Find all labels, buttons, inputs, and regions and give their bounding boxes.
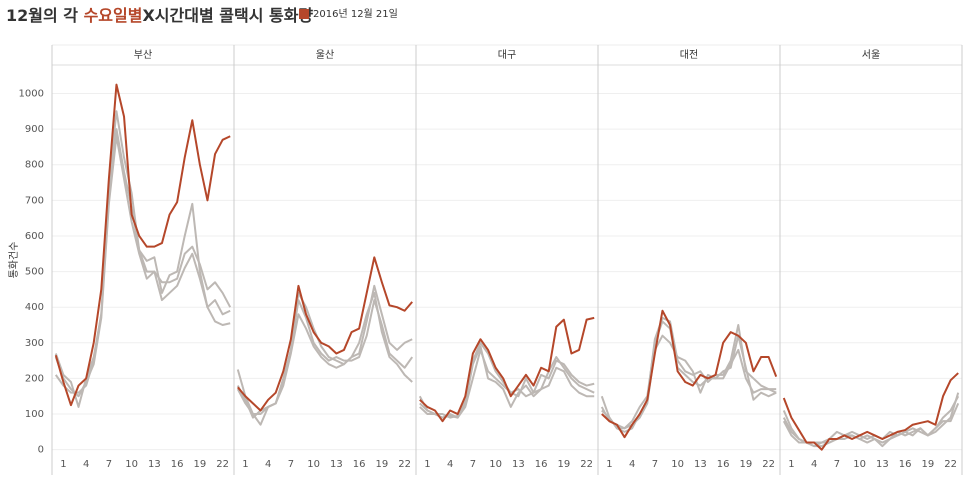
series-line [782, 392, 960, 444]
x-tick-label: 13 [694, 459, 707, 470]
legend-swatch [299, 9, 309, 19]
title-part: X시간대별 콜택시 통화량 [142, 6, 313, 25]
x-tick-label: 13 [330, 459, 343, 470]
x-tick-label: 19 [740, 459, 753, 470]
x-tick-label: 13 [876, 459, 889, 470]
series-line [600, 320, 777, 430]
x-tick-label: 22 [580, 459, 593, 470]
x-tick-label: 22 [762, 459, 775, 470]
series-line [236, 284, 413, 419]
x-tick-label: 16 [717, 459, 730, 470]
x-tick-label: 7 [834, 459, 840, 470]
y-tick-label: 200 [25, 373, 44, 384]
series-line [782, 402, 960, 448]
x-tick-label: 1 [424, 459, 430, 470]
x-tick-label: 13 [512, 459, 525, 470]
x-tick-label: 19 [558, 459, 571, 470]
x-tick-label: 16 [353, 459, 366, 470]
panel-title: 대구 [498, 49, 516, 61]
x-tick-label: 10 [125, 459, 138, 470]
x-tick-label: 7 [106, 459, 112, 470]
x-tick-label: 19 [376, 459, 389, 470]
panel-title: 대전 [680, 49, 698, 61]
panel-title: 서울 [862, 49, 880, 61]
x-tick-label: 1 [242, 459, 248, 470]
series-line [419, 316, 595, 423]
chart-title: 12월의 각 수요일별X시간대별 콜택시 통화량 [6, 6, 313, 25]
series-line [601, 309, 778, 439]
y-tick-label: 800 [25, 160, 44, 171]
series-line [54, 128, 232, 394]
x-tick-label: 22 [944, 459, 957, 470]
x-tick-label: 7 [652, 459, 658, 470]
x-tick-label: 22 [216, 459, 229, 470]
y-tick-label: 1000 [19, 88, 44, 99]
series-line [237, 256, 413, 412]
y-tick-label: 400 [25, 302, 44, 313]
y-axis-title: 통화건수 [8, 242, 20, 279]
series-line [782, 372, 959, 451]
panel-title: 부산 [134, 49, 152, 61]
x-tick-label: 22 [398, 459, 411, 470]
series-line [236, 291, 413, 416]
x-tick-label: 16 [171, 459, 184, 470]
panel-title: 울산 [316, 49, 334, 61]
x-tick-label: 4 [265, 459, 271, 470]
series-line [236, 299, 414, 426]
x-tick-label: 4 [447, 459, 453, 470]
x-tick-label: 7 [288, 459, 294, 470]
y-tick-label: 100 [25, 409, 44, 420]
y-tick-label: 600 [25, 231, 44, 242]
x-tick-label: 19 [194, 459, 207, 470]
series-line [419, 348, 595, 419]
title-part: 수요일별 [84, 6, 143, 25]
series-line [600, 316, 777, 433]
x-tick-label: 16 [899, 459, 912, 470]
series-line [419, 345, 595, 419]
x-tick-label: 19 [922, 459, 935, 470]
y-tick-label: 900 [25, 124, 44, 135]
x-tick-label: 7 [470, 459, 476, 470]
legend-label: 2016년 12월 21일 [313, 8, 398, 20]
title-part: 12월의 각 [6, 6, 84, 25]
x-tick-label: 10 [671, 459, 684, 470]
x-tick-label: 10 [489, 459, 502, 470]
x-tick-label: 4 [83, 459, 89, 470]
series-line [782, 395, 960, 448]
y-tick-label: 300 [25, 338, 44, 349]
x-tick-label: 13 [148, 459, 161, 470]
x-tick-label: 1 [606, 459, 612, 470]
series-line [54, 135, 231, 398]
x-tick-label: 10 [853, 459, 866, 470]
x-tick-label: 16 [535, 459, 548, 470]
x-tick-label: 1 [60, 459, 66, 470]
y-tick-label: 0 [38, 445, 44, 456]
x-tick-label: 10 [307, 459, 320, 470]
x-tick-label: 1 [788, 459, 794, 470]
x-tick-label: 4 [811, 459, 817, 470]
x-tick-label: 4 [629, 459, 635, 470]
y-tick-label: 500 [25, 267, 44, 278]
series-line [54, 83, 231, 407]
y-tick-label: 700 [25, 195, 44, 206]
